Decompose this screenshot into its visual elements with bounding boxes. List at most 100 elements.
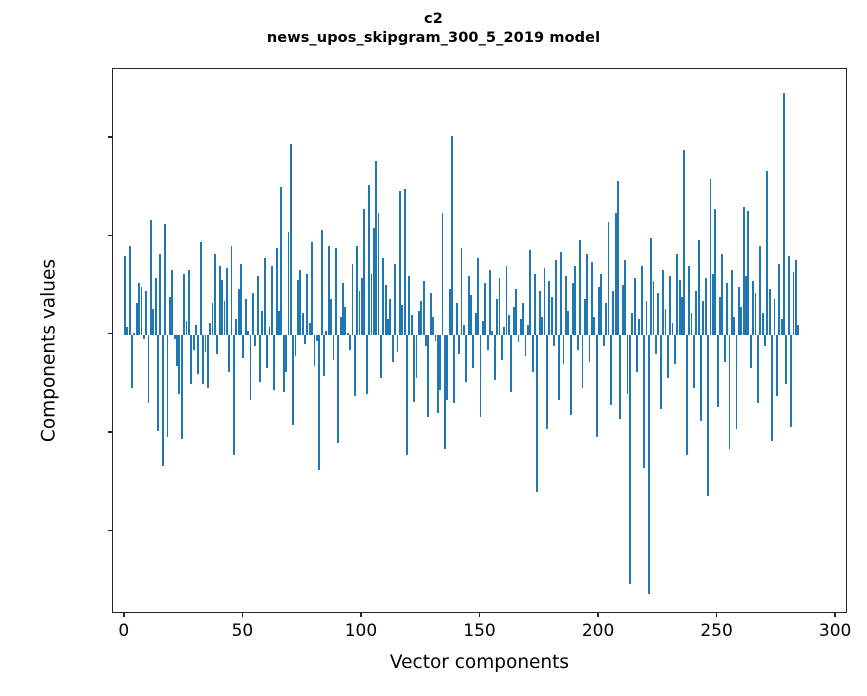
plot-area: [112, 68, 847, 613]
bar: [287, 232, 290, 335]
bar: [754, 293, 757, 335]
bar-series: [113, 69, 846, 612]
bar: [733, 316, 736, 335]
bar: [190, 334, 193, 384]
bar: [280, 187, 283, 335]
bar: [778, 263, 781, 335]
bar: [666, 334, 669, 378]
bar: [474, 312, 477, 335]
bar: [282, 334, 285, 392]
x-tick-label: 100: [344, 621, 378, 641]
bar: [465, 334, 468, 382]
bar: [332, 334, 335, 361]
bar: [370, 273, 373, 335]
bar: [183, 273, 186, 335]
bar: [538, 291, 541, 335]
bar: [214, 253, 216, 335]
bar: [232, 334, 235, 455]
bar: [529, 250, 532, 335]
bar: [498, 277, 501, 335]
bar: [159, 253, 162, 335]
bar: [605, 303, 608, 335]
bar: [697, 240, 700, 335]
bar: [545, 334, 548, 430]
bar: [709, 179, 712, 335]
bar: [493, 334, 496, 380]
bar: [142, 334, 145, 339]
bar: [522, 303, 525, 335]
bar: [384, 285, 387, 335]
bar: [379, 334, 382, 378]
bar: [534, 273, 536, 335]
bar: [548, 281, 551, 335]
bar: [140, 287, 143, 335]
bar: [242, 334, 245, 359]
x-tick-mark: [360, 613, 362, 618]
bar: [377, 212, 380, 335]
bar: [415, 334, 418, 378]
bar: [446, 334, 449, 400]
bar: [500, 334, 503, 361]
bar: [420, 301, 423, 335]
bar: [726, 283, 728, 335]
bar: [645, 301, 648, 335]
bar: [448, 289, 451, 335]
bar: [173, 334, 176, 339]
bar: [458, 334, 461, 355]
bar: [166, 334, 169, 437]
bar: [728, 334, 731, 449]
bar: [740, 307, 743, 335]
bar: [628, 334, 631, 585]
bar: [598, 287, 600, 335]
bar: [164, 224, 167, 335]
bar: [785, 334, 788, 384]
bar: [436, 334, 439, 414]
bar: [251, 293, 254, 335]
bar: [247, 330, 250, 335]
chart-title-line-1: c2: [424, 11, 443, 27]
bar: [334, 248, 337, 335]
bar: [387, 318, 389, 335]
bar: [396, 334, 399, 353]
bar: [567, 311, 570, 335]
bar: [562, 334, 565, 365]
bar: [152, 309, 155, 335]
bar: [470, 295, 472, 335]
bar: [301, 312, 304, 335]
bar: [550, 297, 553, 335]
bar: [363, 208, 366, 335]
bar: [738, 287, 740, 335]
bar: [237, 289, 240, 335]
bar: [591, 261, 593, 335]
bar: [695, 291, 698, 335]
bar: [792, 271, 795, 335]
bar: [617, 181, 619, 335]
bar: [133, 332, 136, 335]
bar: [636, 334, 638, 372]
bar: [218, 265, 221, 335]
bar: [230, 246, 233, 335]
bar: [311, 242, 314, 335]
bar: [157, 334, 159, 432]
x-tick-label: 200: [581, 621, 615, 641]
bar: [285, 334, 287, 372]
bar: [401, 305, 404, 335]
bar: [467, 275, 470, 335]
bar: [273, 334, 276, 390]
y-tick-mark: [107, 431, 112, 433]
bar: [541, 316, 544, 335]
x-tick-mark: [715, 613, 718, 618]
bar: [569, 334, 572, 416]
bar: [633, 277, 636, 335]
bar: [723, 334, 726, 363]
bar: [353, 334, 356, 396]
bar: [678, 279, 681, 335]
bar: [768, 289, 771, 335]
bar: [794, 259, 797, 335]
bar: [508, 314, 510, 335]
bar: [543, 267, 546, 335]
bar: [403, 189, 406, 335]
bar: [583, 299, 586, 335]
bar: [339, 316, 342, 335]
bar: [536, 334, 539, 492]
